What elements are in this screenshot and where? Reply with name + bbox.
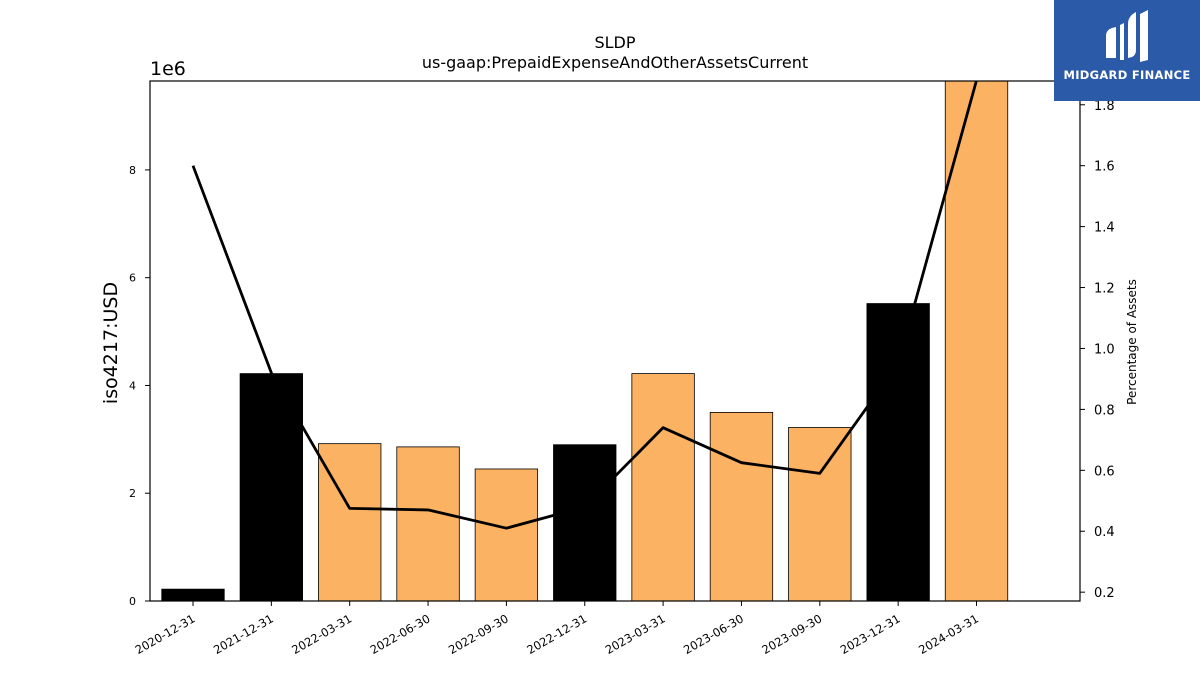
bar [396,446,460,602]
brand-logo-text: MIDGARD FINANCE [1063,68,1191,82]
bar [318,443,382,602]
percentage-line [191,81,978,530]
y-tick-label: 4 [129,379,136,392]
bar [709,411,774,602]
y2-tick-label: 1.0 [1094,342,1115,357]
y2-tick-label: 1.8 [1094,99,1115,114]
bar [474,468,539,602]
y-tick-label: 8 [129,164,136,177]
bar [944,80,1009,602]
x-tick-label: 2022-03-31 [289,611,354,657]
plot-frame [149,80,1081,602]
y-tick-label: 6 [129,272,136,285]
chart-title: SLDP [594,33,635,52]
bar [553,444,617,602]
y-tick-label: 2 [129,487,136,500]
x-tick-label: 2024-03-31 [916,611,981,657]
x-tick-label: 2022-09-30 [446,611,511,657]
x-tick-label: 2021-12-31 [211,611,276,657]
y2-tick-label: 0.6 [1094,464,1115,479]
percentage-line-group [191,81,978,530]
brand-mark-icon [1106,10,1148,62]
y2-tick-label: 1.4 [1094,221,1115,236]
brand-logo: MIDGARD FINANCE [1054,0,1200,101]
chart-subtitle: us-gaap:PrepaidExpenseAndOtherAssetsCurr… [422,53,808,72]
y2-tick-label: 0.8 [1094,403,1115,418]
bar [866,303,930,602]
y2-axis-label: Percentage of Assets [1125,279,1139,405]
y2-tick-label: 0.4 [1094,525,1115,540]
y-axis-label: iso4217:USD [100,282,122,404]
bar [631,373,695,602]
x-tick-label: 2023-06-30 [681,611,746,657]
x-tick-label: 2023-03-31 [603,611,668,657]
x-tick-label: 2022-12-31 [524,611,589,657]
y-tick-label: 0 [129,595,136,608]
bar [788,427,852,602]
y-axis-offset-label: 1e6 [150,58,186,80]
x-tick-label: 2023-12-31 [838,611,903,657]
y2-tick-label: 1.2 [1094,282,1115,297]
bar [239,373,304,602]
x-tick-label: 2023-09-30 [759,611,824,657]
x-tick-label: 2022-06-30 [368,611,433,657]
bar [161,588,225,602]
x-tick-label: 2020-12-31 [133,611,198,657]
y2-tick-label: 0.2 [1094,586,1115,601]
bars-group [161,80,1009,602]
y2-tick-label: 1.6 [1094,160,1115,175]
